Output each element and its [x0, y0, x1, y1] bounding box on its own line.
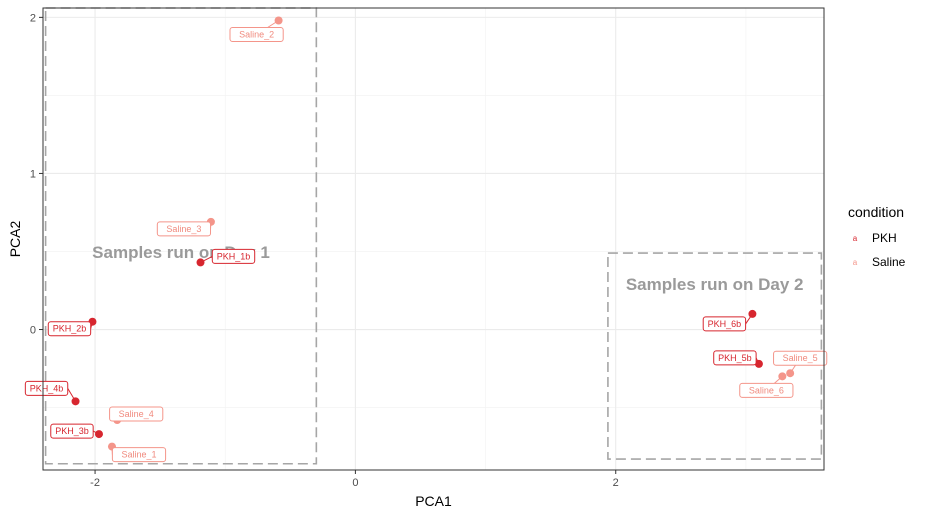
legend: condition a PKH a Saline: [848, 204, 906, 269]
point-label: PKH_4b: [30, 383, 64, 393]
point-label: Saline_4: [119, 409, 154, 419]
x-tick-label: -2: [90, 477, 100, 489]
point-label: PKH_5b: [718, 353, 752, 363]
point-labels: Saline_2 Saline_3 PKH_1b PKH_2b PKH_4b Saline…: [24, 20, 828, 463]
point-label-box: [156, 221, 212, 237]
point-label-box: [47, 321, 92, 337]
point-label-box: [50, 423, 94, 439]
point-label: PKH_6b: [708, 319, 742, 329]
point-label-box: [24, 380, 69, 396]
panel-border: [42, 7, 825, 471]
point-label: Saline_2: [239, 29, 274, 39]
x-tick-label: 0: [352, 477, 358, 489]
point-label: Saline_1: [121, 450, 156, 460]
x-tick-label: 2: [613, 477, 619, 489]
legend-label: PKH: [872, 231, 897, 245]
point-label-box: [111, 447, 167, 463]
x-axis-title: PCA1: [415, 493, 452, 509]
point-label-box: [109, 406, 164, 422]
point-label: Saline_5: [783, 353, 818, 363]
legend-key: a: [853, 258, 858, 267]
label-connector: [92, 430, 100, 435]
legend-label: Saline: [872, 255, 906, 269]
point-label-box: [739, 382, 794, 398]
point-label-box: [229, 26, 284, 42]
point-label: PKH_1b: [217, 251, 251, 261]
point-label-box: [773, 350, 828, 366]
point-label: Saline_3: [166, 224, 201, 234]
label-connector: [745, 313, 753, 325]
point-label: Saline_6: [749, 385, 784, 395]
y-tick-label: 0: [30, 325, 36, 337]
grid: [43, 8, 824, 470]
label-connector: [67, 388, 76, 402]
point-label-box: [211, 248, 256, 264]
y-tick-label: 1: [30, 168, 36, 180]
annotation-text: Samples run on Day 2: [626, 275, 804, 294]
y-axis-title: PCA2: [7, 221, 23, 258]
legend-key: a: [853, 234, 858, 243]
label-connector: [200, 255, 213, 263]
y-tick-label: 2: [30, 12, 36, 24]
axes: -2 0 2 0 1 2: [30, 12, 619, 489]
legend-title: condition: [848, 204, 904, 220]
point-label: PKH_3b: [55, 426, 89, 436]
point-label: PKH_2b: [53, 324, 87, 334]
point-label-box: [713, 350, 757, 366]
point-label-box: [702, 316, 747, 332]
